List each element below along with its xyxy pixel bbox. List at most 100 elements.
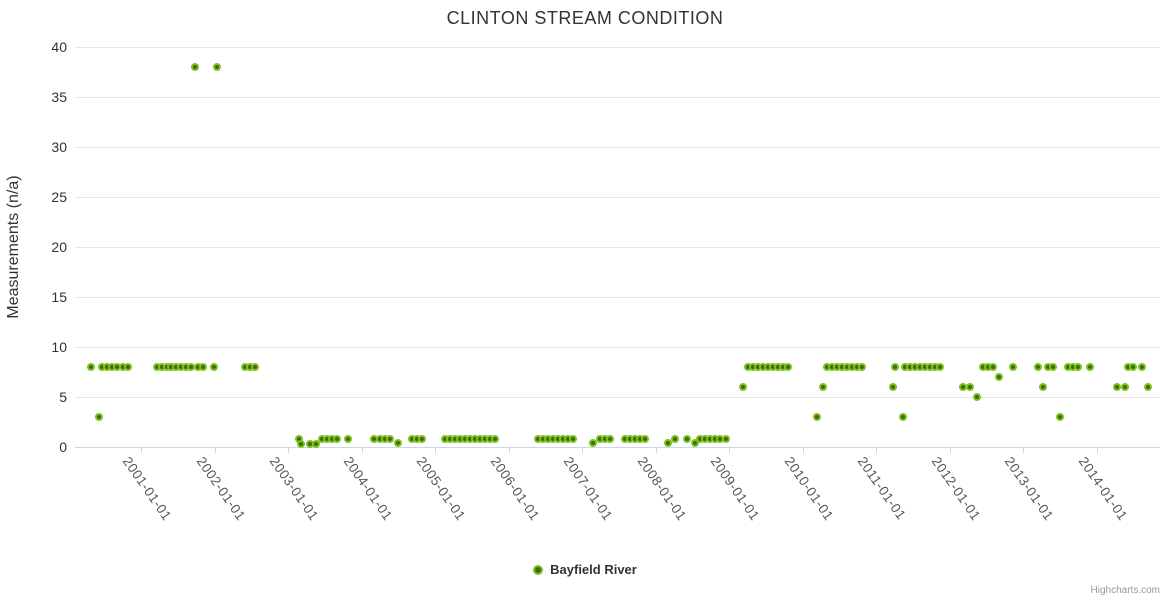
data-point[interactable] [683,435,692,443]
y-tick-label: 0 [59,439,67,455]
data-point[interactable] [691,439,700,447]
y-tick-label: 10 [51,339,67,355]
data-point[interactable] [198,363,207,371]
x-tick-mark [1023,447,1025,453]
data-point[interactable] [664,439,673,447]
x-tick-label: 2012-01-01 [928,454,984,524]
data-point[interactable] [784,363,793,371]
x-tick-mark [802,447,804,453]
x-tick-label: 2003-01-01 [266,454,322,524]
x-tick-mark [361,447,363,453]
data-point[interactable] [1034,363,1043,371]
y-gridline [75,97,1160,98]
data-point[interactable] [186,363,195,371]
data-point[interactable] [858,363,867,371]
data-point[interactable] [296,440,305,448]
data-point[interactable] [1074,363,1083,371]
x-tick-label: 2014-01-01 [1075,454,1131,524]
y-tick-label: 30 [51,139,67,155]
y-gridline [75,47,1160,48]
data-point[interactable] [891,363,900,371]
data-point[interactable] [899,413,908,421]
data-point[interactable] [1055,413,1064,421]
x-tick-mark [435,447,437,453]
data-point[interactable] [721,435,730,443]
legend: Bayfield River [0,562,1170,577]
data-point[interactable] [417,435,426,443]
x-tick-label: 2010-01-01 [781,454,837,524]
x-tick-label: 2009-01-01 [708,454,763,524]
x-tick-mark [582,447,584,453]
y-tick-label: 5 [59,389,67,405]
data-point[interactable] [86,363,95,371]
data-point[interactable] [813,413,822,421]
x-tick-mark [876,447,878,453]
data-point[interactable] [1143,383,1152,391]
y-tick-label: 15 [51,289,67,305]
data-point[interactable] [190,63,199,71]
legend-item-bayfield-river[interactable]: Bayfield River [533,562,637,577]
data-point[interactable] [1008,363,1017,371]
x-tick-label: 2008-01-01 [634,454,690,524]
data-point[interactable] [589,439,598,447]
y-tick-label: 35 [51,89,67,105]
data-point[interactable] [213,63,222,71]
data-point[interactable] [1121,383,1130,391]
x-tick-label: 2005-01-01 [413,454,469,524]
data-point[interactable] [250,363,259,371]
data-point[interactable] [343,435,352,443]
x-axis-line [75,447,1160,448]
data-point[interactable] [94,413,103,421]
y-gridline [75,147,1160,148]
data-point[interactable] [739,383,748,391]
data-point[interactable] [1049,363,1058,371]
x-tick-label: 2001-01-01 [119,454,175,524]
series-marker-icon [533,564,544,575]
data-point[interactable] [641,435,650,443]
data-point[interactable] [994,373,1003,381]
data-point[interactable] [1086,363,1095,371]
y-axis-title: Measurements (n/a) [5,175,22,319]
legend-item-label: Bayfield River [550,562,637,577]
data-point[interactable] [1138,363,1147,371]
highcharts-credits-link[interactable]: Highcharts.com [1090,585,1160,596]
data-point[interactable] [491,435,500,443]
y-gridline [75,197,1160,198]
data-point[interactable] [973,393,982,401]
x-tick-mark [214,447,216,453]
y-tick-label: 40 [51,39,67,55]
data-point[interactable] [333,435,342,443]
x-tick-label: 2007-01-01 [560,454,616,524]
x-tick-mark [141,447,143,453]
data-point[interactable] [966,383,975,391]
y-gridline [75,297,1160,298]
x-tick-mark [1096,447,1098,453]
x-tick-mark [729,447,731,453]
data-point[interactable] [1113,383,1122,391]
x-tick-label: 2002-01-01 [193,454,249,524]
data-point[interactable] [819,383,828,391]
data-point[interactable] [568,435,577,443]
y-gridline [75,397,1160,398]
x-tick-label: 2006-01-01 [487,454,543,524]
x-tick-mark [949,447,951,453]
data-point[interactable] [936,363,945,371]
data-point[interactable] [385,435,394,443]
data-point[interactable] [888,383,897,391]
data-point[interactable] [671,435,680,443]
data-point[interactable] [209,363,218,371]
data-point[interactable] [989,363,998,371]
data-point[interactable] [123,363,132,371]
data-point[interactable] [1129,363,1138,371]
data-point[interactable] [394,439,403,447]
x-tick-mark [508,447,510,453]
data-point[interactable] [959,383,968,391]
y-tick-label: 25 [51,189,67,205]
data-point[interactable] [1039,383,1048,391]
x-tick-label: 2011-01-01 [854,454,910,523]
x-tick-mark [288,447,290,453]
x-tick-mark [655,447,657,453]
data-point[interactable] [605,435,614,443]
data-point[interactable] [311,440,320,448]
